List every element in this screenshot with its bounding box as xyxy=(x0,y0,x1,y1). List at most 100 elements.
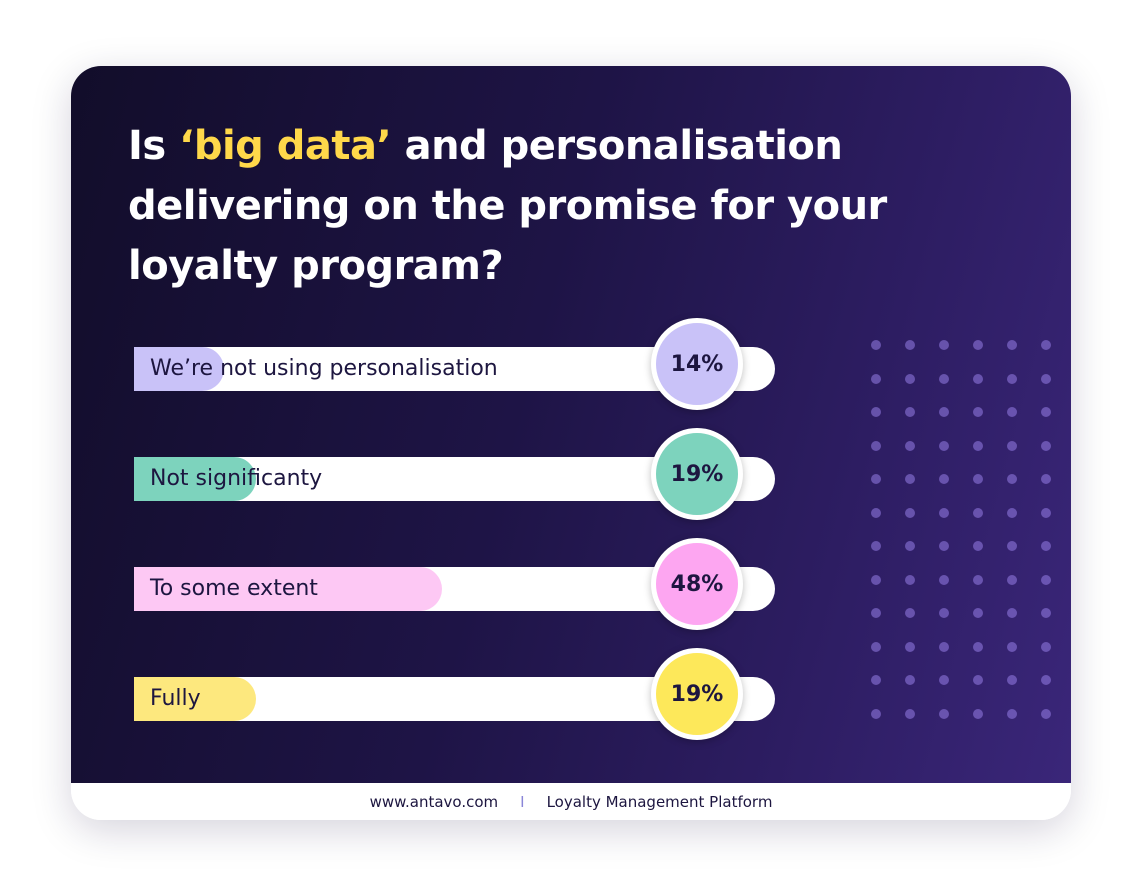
decorative-dot xyxy=(1007,407,1017,417)
decorative-dot xyxy=(1007,708,1017,719)
title-highlight: ‘big data’ xyxy=(179,123,392,169)
decorative-dot xyxy=(973,641,983,652)
decorative-dot-grid xyxy=(871,340,1061,730)
value-badge: 19% xyxy=(651,648,743,740)
decorative-dot xyxy=(939,440,949,451)
decorative-dot xyxy=(939,708,949,719)
bar-fill xyxy=(134,567,442,611)
decorative-dot xyxy=(939,507,949,518)
decorative-dot xyxy=(905,440,915,451)
decorative-dot xyxy=(973,407,983,417)
decorative-dot xyxy=(1007,507,1017,518)
decorative-dot xyxy=(1007,440,1017,451)
decorative-dot xyxy=(1041,708,1051,719)
decorative-dot xyxy=(905,340,915,350)
decorative-dot xyxy=(973,373,983,384)
bar-label: We’re not using personalisation xyxy=(150,356,498,381)
decorative-dot xyxy=(871,541,881,551)
decorative-dot xyxy=(939,340,949,350)
decorative-dot xyxy=(939,407,949,417)
decorative-dot xyxy=(1041,407,1051,417)
decorative-dot xyxy=(973,474,983,484)
decorative-dot xyxy=(871,708,881,719)
decorative-dot xyxy=(905,541,915,551)
title-suffix: and personalisation delivering on the pr… xyxy=(128,123,887,289)
decorative-dot xyxy=(973,608,983,618)
decorative-dot xyxy=(939,608,949,618)
decorative-dot xyxy=(973,541,983,551)
decorative-dot xyxy=(939,641,949,652)
decorative-dot xyxy=(939,541,949,551)
decorative-dot xyxy=(939,373,949,384)
decorative-dot xyxy=(871,675,881,685)
decorative-dot xyxy=(871,641,881,652)
decorative-dot xyxy=(1041,641,1051,652)
bar-label: Fully xyxy=(150,686,201,711)
chart-title: Is ‘big data’ and personalisation delive… xyxy=(128,116,1028,296)
decorative-dot xyxy=(905,708,915,719)
value-badge: 48% xyxy=(651,538,743,630)
footer-separator: I xyxy=(520,792,525,811)
bar-fill xyxy=(134,457,256,501)
decorative-dot xyxy=(871,574,881,585)
decorative-dot xyxy=(1007,608,1017,618)
decorative-dot xyxy=(905,641,915,652)
decorative-dot xyxy=(871,474,881,484)
decorative-dot xyxy=(905,574,915,585)
decorative-dot xyxy=(1041,541,1051,551)
decorative-dot xyxy=(1041,608,1051,618)
decorative-dot xyxy=(973,440,983,451)
decorative-dot xyxy=(1041,675,1051,685)
decorative-dot xyxy=(1007,373,1017,384)
bar-row: Fully 19% xyxy=(134,648,794,740)
decorative-dot xyxy=(871,608,881,618)
decorative-dot xyxy=(973,574,983,585)
decorative-dot xyxy=(1007,675,1017,685)
decorative-dot xyxy=(1007,574,1017,585)
value-badge: 19% xyxy=(651,428,743,520)
decorative-dot xyxy=(1041,373,1051,384)
bar-row: Not significanty 19% xyxy=(134,428,794,520)
decorative-dot xyxy=(939,574,949,585)
decorative-dot xyxy=(1041,574,1051,585)
decorative-dot xyxy=(905,608,915,618)
footer-website: www.antavo.com xyxy=(369,792,499,811)
decorative-dot xyxy=(905,373,915,384)
decorative-dot xyxy=(871,507,881,518)
title-prefix: Is xyxy=(128,123,180,169)
decorative-dot xyxy=(905,407,915,417)
bar-fill xyxy=(134,347,224,391)
infographic-card: Is ‘big data’ and personalisation delive… xyxy=(71,66,1071,820)
decorative-dot xyxy=(1007,541,1017,551)
decorative-dot xyxy=(871,440,881,451)
decorative-dot xyxy=(871,373,881,384)
decorative-dot xyxy=(871,407,881,417)
decorative-dot xyxy=(905,474,915,484)
bar-label: To some extent xyxy=(150,576,318,601)
bar-fill xyxy=(134,677,256,721)
footer-tagline: Loyalty Management Platform xyxy=(546,792,773,811)
decorative-dot xyxy=(1007,641,1017,652)
bar-row: We’re not using personalisation 14% xyxy=(134,318,794,410)
bar-row: To some extent 48% xyxy=(134,538,794,630)
decorative-dot xyxy=(905,675,915,685)
decorative-dot xyxy=(973,340,983,350)
decorative-dot xyxy=(939,675,949,685)
decorative-dot xyxy=(973,675,983,685)
decorative-dot xyxy=(1007,474,1017,484)
bar-label: Not significanty xyxy=(150,466,323,491)
chart-panel: Is ‘big data’ and personalisation delive… xyxy=(71,66,1071,783)
decorative-dot xyxy=(1041,340,1051,350)
decorative-dot xyxy=(1041,440,1051,451)
decorative-dot xyxy=(973,507,983,518)
decorative-dot xyxy=(1007,340,1017,350)
decorative-dot xyxy=(1041,474,1051,484)
decorative-dot xyxy=(973,708,983,719)
value-badge: 14% xyxy=(651,318,743,410)
decorative-dot xyxy=(905,507,915,518)
bar-rows: We’re not using personalisation 14% Not … xyxy=(134,318,794,748)
footer: www.antavo.com I Loyalty Management Plat… xyxy=(71,783,1071,820)
decorative-dot xyxy=(939,474,949,484)
decorative-dot xyxy=(1041,507,1051,518)
decorative-dot xyxy=(871,340,881,350)
